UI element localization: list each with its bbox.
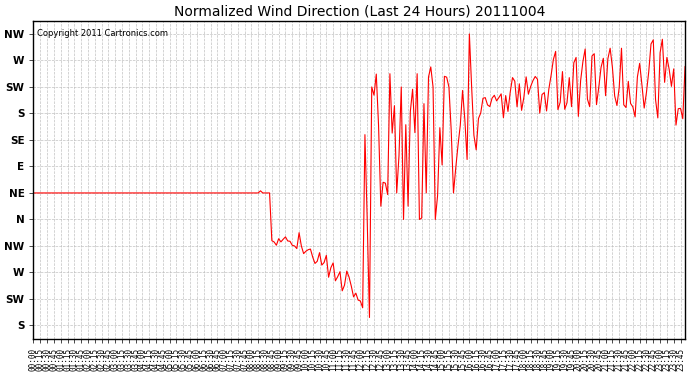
Text: Copyright 2011 Cartronics.com: Copyright 2011 Cartronics.com [37,28,168,38]
Title: Normalized Wind Direction (Last 24 Hours) 20111004: Normalized Wind Direction (Last 24 Hours… [174,4,545,18]
